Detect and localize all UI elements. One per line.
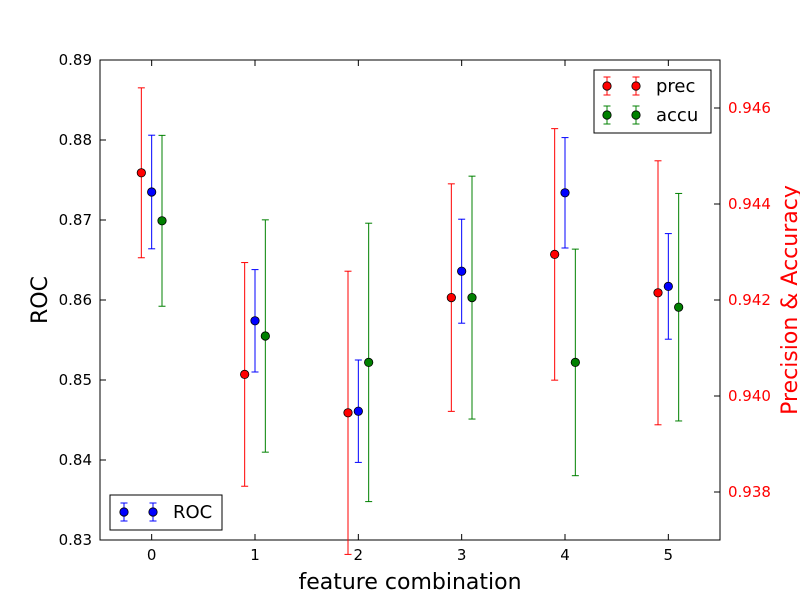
legend-marker bbox=[148, 507, 158, 517]
prec-marker bbox=[653, 288, 663, 298]
left-y-axis-label: ROC bbox=[28, 276, 53, 324]
legend-label: accu bbox=[656, 105, 698, 126]
legend-box bbox=[593, 69, 712, 134]
left-tick-label: 0.83 bbox=[59, 531, 92, 549]
prec-point-3 bbox=[446, 183, 456, 412]
roc-point-2 bbox=[353, 359, 363, 463]
accu-point-4 bbox=[570, 248, 580, 477]
accu-marker bbox=[260, 331, 270, 341]
roc-marker bbox=[457, 266, 467, 276]
left-tick-label: 0.89 bbox=[59, 51, 92, 69]
roc-marker bbox=[353, 406, 363, 416]
prec-marker bbox=[136, 168, 146, 178]
right-tick-label: 0.940 bbox=[728, 387, 771, 405]
x-tick-label: 3 bbox=[457, 546, 467, 564]
prec-point-2 bbox=[343, 270, 353, 555]
roc-point-4 bbox=[560, 137, 570, 249]
data-marks bbox=[136, 87, 684, 555]
legend-marker bbox=[119, 507, 129, 517]
right-axis-ticks: 0.938 0.940 0.942 0.944 0.946 bbox=[714, 99, 771, 501]
legend-box bbox=[109, 494, 223, 531]
roc-point-1 bbox=[250, 269, 260, 373]
roc-point-5 bbox=[663, 233, 673, 340]
x-tick-label: 5 bbox=[664, 546, 674, 564]
prec-marker bbox=[240, 369, 250, 379]
x-tick-label: 1 bbox=[250, 546, 260, 564]
prec-marker bbox=[446, 292, 456, 303]
roc-marker bbox=[560, 188, 570, 198]
right-y-axis-label: Precision & Accuracy bbox=[778, 185, 800, 415]
accu-point-1 bbox=[260, 219, 270, 453]
legend-marker bbox=[631, 110, 641, 120]
roc-marker bbox=[250, 316, 260, 326]
accu-marker bbox=[674, 302, 684, 312]
right-tick-label: 0.938 bbox=[728, 483, 771, 501]
accu-marker bbox=[157, 216, 167, 226]
accu-point-5 bbox=[674, 192, 684, 422]
prec-point-5 bbox=[653, 160, 663, 426]
roc-point-0 bbox=[147, 134, 157, 250]
legend-marker bbox=[631, 81, 641, 91]
x-axis-label: feature combination bbox=[298, 570, 521, 595]
left-tick-label: 0.86 bbox=[59, 291, 92, 309]
roc-marker bbox=[663, 281, 673, 291]
legend-entry-roc: ROC bbox=[119, 502, 212, 523]
legend-entry-prec: prec bbox=[602, 76, 695, 97]
legend-roc: ROC bbox=[109, 494, 223, 531]
prec-point-1 bbox=[240, 262, 250, 487]
prec-point-4 bbox=[550, 128, 560, 381]
right-tick-label: 0.942 bbox=[728, 291, 771, 309]
prec-marker bbox=[550, 249, 560, 259]
legend-marker bbox=[602, 81, 612, 91]
x-tick-label: 2 bbox=[354, 546, 364, 564]
accu-marker bbox=[467, 292, 477, 303]
right-tick-label: 0.946 bbox=[728, 99, 771, 117]
x-tick-label: 0 bbox=[147, 546, 157, 564]
accu-point-2 bbox=[364, 222, 374, 503]
accu-marker bbox=[364, 357, 374, 367]
accu-point-0 bbox=[157, 134, 167, 307]
legend-label: ROC bbox=[173, 502, 212, 523]
accu-point-3 bbox=[467, 175, 477, 420]
accu-marker bbox=[570, 357, 580, 367]
roc-marker bbox=[147, 187, 157, 197]
legend-marker bbox=[602, 110, 612, 120]
legend-prec-accu: prec accu bbox=[593, 69, 712, 134]
x-axis-ticks: 0 1 2 3 4 5 bbox=[147, 60, 673, 564]
x-tick-label: 4 bbox=[560, 546, 570, 564]
left-tick-label: 0.88 bbox=[59, 131, 92, 149]
left-tick-label: 0.87 bbox=[59, 211, 92, 229]
roc-point-3 bbox=[457, 218, 467, 324]
legend-label: prec bbox=[656, 76, 695, 97]
right-tick-label: 0.944 bbox=[728, 195, 771, 213]
prec-point-0 bbox=[136, 87, 146, 259]
prec-marker bbox=[343, 408, 353, 418]
left-axis-ticks: 0.83 0.84 0.85 0.86 0.87 0.88 0.89 bbox=[59, 51, 106, 549]
left-tick-label: 0.84 bbox=[59, 451, 92, 469]
left-tick-label: 0.85 bbox=[59, 371, 92, 389]
legend-entry-accu: accu bbox=[602, 105, 698, 126]
